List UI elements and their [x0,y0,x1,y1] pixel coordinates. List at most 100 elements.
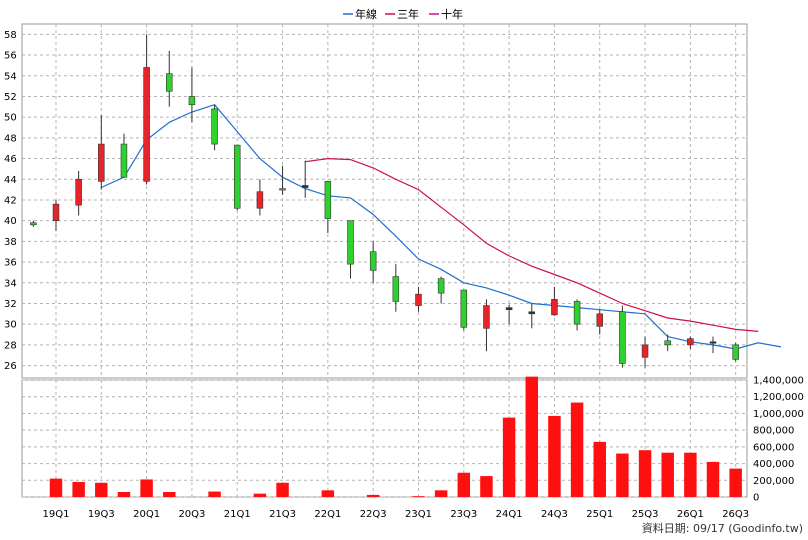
volume-bar [570,402,584,497]
candle-body [415,293,422,306]
three-year-line [305,157,759,332]
x-tick-label: 21Q1 [224,509,251,520]
candle-body [573,301,581,325]
legend: 年線 三年 十年 [343,7,463,21]
candle-body [392,276,400,302]
volume-bar [253,493,267,497]
volume-bar [616,453,629,497]
volume-tick-label: 1,000,000 [753,409,804,420]
volume-bar [208,491,221,497]
price-tick-label: 52 [4,92,17,103]
candle-body [120,143,128,178]
volume-bar [502,417,516,497]
price-plot-frame [21,23,748,379]
x-tick-label: 26Q1 [677,509,704,520]
price-tick-label: 48 [4,133,17,144]
price-tick-label: 58 [4,30,17,41]
candle-body [596,313,603,327]
volume-bar [321,490,335,497]
volume-bar [593,441,606,497]
volume-grid [21,379,748,498]
price-tick-label: 34 [4,278,17,289]
volume-tick-label: 400,000 [753,459,794,470]
x-tick-label: 22Q1 [314,509,341,520]
price-tick-label: 46 [4,154,17,165]
price-tick-label: 36 [4,258,17,269]
candle-body [143,67,150,182]
volume-bar [140,479,153,497]
price-tick-label: 54 [4,71,17,82]
candle-body [233,144,241,209]
candle-body [324,181,332,219]
price-tick-label: 30 [4,320,17,331]
price-tick-label: 42 [4,195,17,206]
candle-body [641,344,649,358]
x-tick-label: 26Q3 [722,509,749,520]
volume-tick-label: 1,200,000 [753,392,804,403]
volume-tick-label: 200,000 [753,476,794,487]
volume-tick-label: 1,400,000 [753,376,804,387]
candle-body [256,191,264,209]
price-tick-label: 40 [4,216,17,227]
candle-body [528,311,536,315]
candle-body [483,305,490,329]
price-tick-label: 50 [4,113,17,124]
volume-axis-ticks: 0 200,000 400,000 600,000 800,000 1,000,000 1,… [753,376,804,504]
candle-body [75,178,82,206]
candle-body [188,96,196,106]
price-tick-label: 44 [4,175,17,186]
x-tick-label: 24Q3 [541,509,568,520]
x-tick-label: 23Q1 [405,509,432,520]
candle-body [709,341,717,344]
price-tick-label: 26 [4,361,17,372]
candlesticks [30,34,739,368]
x-tick-label: 19Q3 [88,509,115,520]
x-tick-label: 22Q3 [360,509,387,520]
legend-label: 三年 [397,7,419,21]
price-tick-label: 38 [4,237,17,248]
x-axis-ticks: 19Q1 19Q3 20Q1 20Q3 21Q1 21Q3 22Q1 22Q3 23Q1 23Q3… [43,509,750,520]
x-tick-label: 25Q1 [586,509,613,520]
candle-body [551,299,558,316]
volume-bar [706,461,720,497]
volume-bar [434,490,448,497]
volume-bar [684,452,697,497]
x-tick-label: 20Q1 [133,509,160,520]
candle-body [279,188,286,191]
candle-body [211,108,218,145]
candle-body [664,340,671,346]
volume-tick-label: 0 [753,493,759,504]
volume-bar [661,452,674,497]
volume-bar [525,376,538,497]
x-tick-label: 23Q3 [450,509,477,520]
volume-bar [366,494,380,497]
volume-bar [412,496,425,497]
volume-tick-label: 600,000 [753,442,794,453]
x-tick-label: 24Q1 [496,509,523,520]
x-tick-label: 20Q3 [178,509,205,520]
volume-bar [72,481,85,497]
volume-bar [49,478,63,497]
price-tick-label: 28 [4,340,17,351]
x-tick-label: 25Q3 [632,509,659,520]
volume-bar [117,491,131,497]
x-tick-label: 19Q1 [43,509,70,520]
legend-label: 年線 [355,7,377,21]
volume-bar [480,476,493,497]
volume-bar [163,491,176,497]
candle-body [505,307,513,310]
volume-tick-label: 800,000 [753,426,794,437]
volume-bar [457,472,471,497]
price-axis-ticks: 26 28 30 32 34 36 38 40 42 44 46 48 50 52 54 56 58 [4,30,17,372]
candle-body [369,251,377,271]
x-tick-label: 21Q3 [269,509,296,520]
candle-body [437,278,445,294]
candle-body [52,203,60,221]
candle-body [347,220,354,265]
candle-body [687,338,694,346]
price-tick-label: 56 [4,51,17,62]
volume-bar [729,468,742,497]
candle-body [619,311,626,364]
